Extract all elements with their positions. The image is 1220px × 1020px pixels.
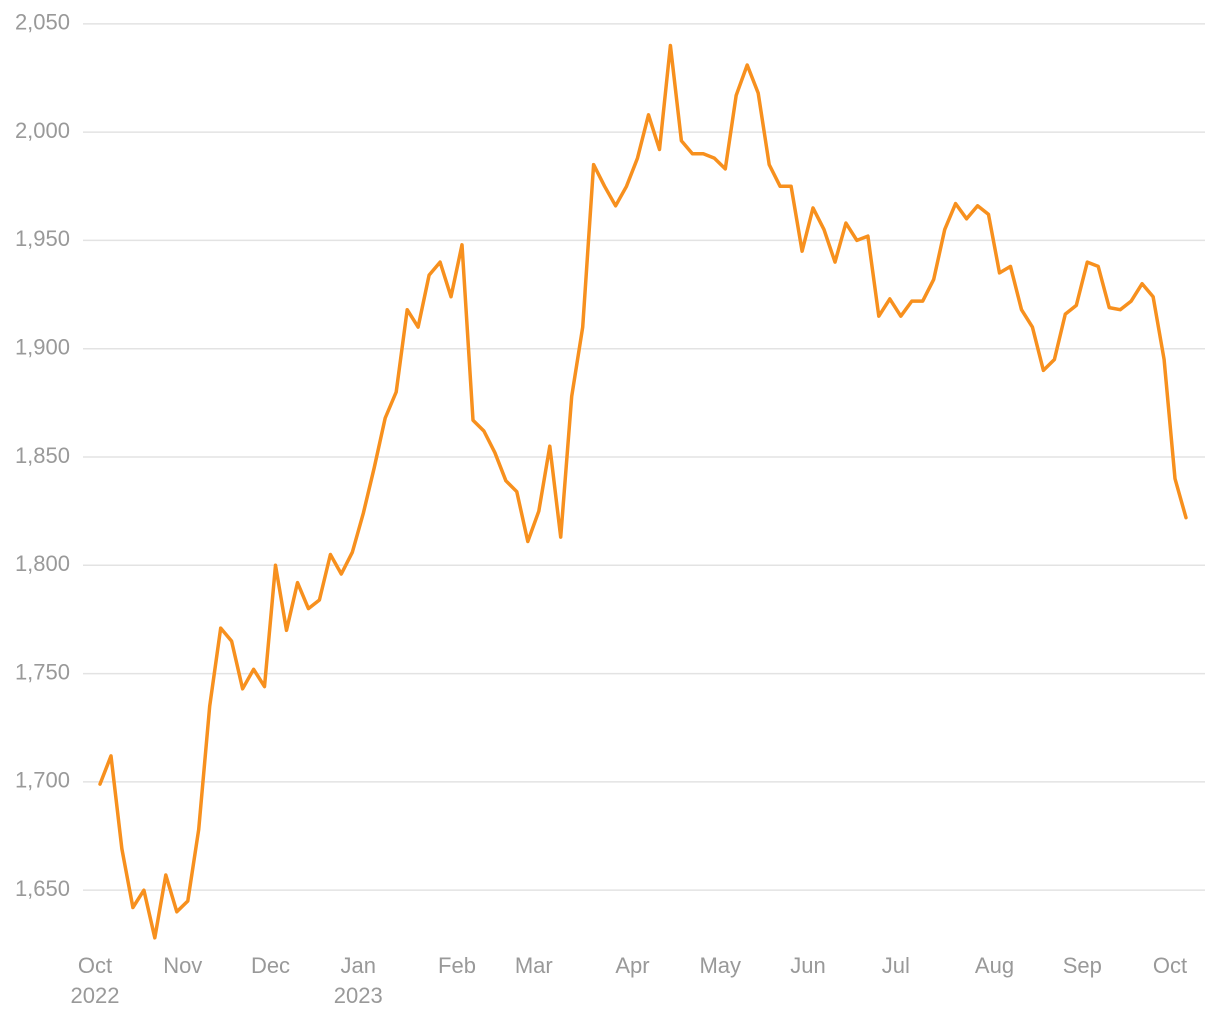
y-tick-label: 1,950 [15,226,70,251]
y-tick-label: 2,050 [15,10,70,35]
x-tick-label: Jun [790,953,826,978]
y-tick-label: 1,650 [15,876,70,901]
x-tick-label: Feb [438,953,476,978]
x-tick-label: Dec [250,953,291,978]
y-tick-label: 1,850 [15,443,70,468]
x-tick-label: Mar [514,953,553,978]
y-tick-label: 1,700 [15,768,70,793]
x-tick-label: Oct [1152,953,1188,978]
x-tick-label: Aug [974,953,1015,978]
x-tick-label: May [699,953,742,978]
x-tick-label: Jan 2023 [333,953,383,1008]
y-tick-label: 1,800 [15,551,70,576]
x-tick-label: Jul [881,953,910,978]
x-tick-label: Oct 2022 [70,953,120,1008]
y-tick-label: 1,750 [15,659,70,684]
x-tick-label: Nov [163,953,203,978]
x-tick-label: Sep [1062,953,1102,978]
y-tick-label: 2,000 [15,118,70,143]
line [98,43,1188,940]
x-tick-label: Apr [615,953,650,978]
y-tick-label: 1,900 [15,335,70,360]
